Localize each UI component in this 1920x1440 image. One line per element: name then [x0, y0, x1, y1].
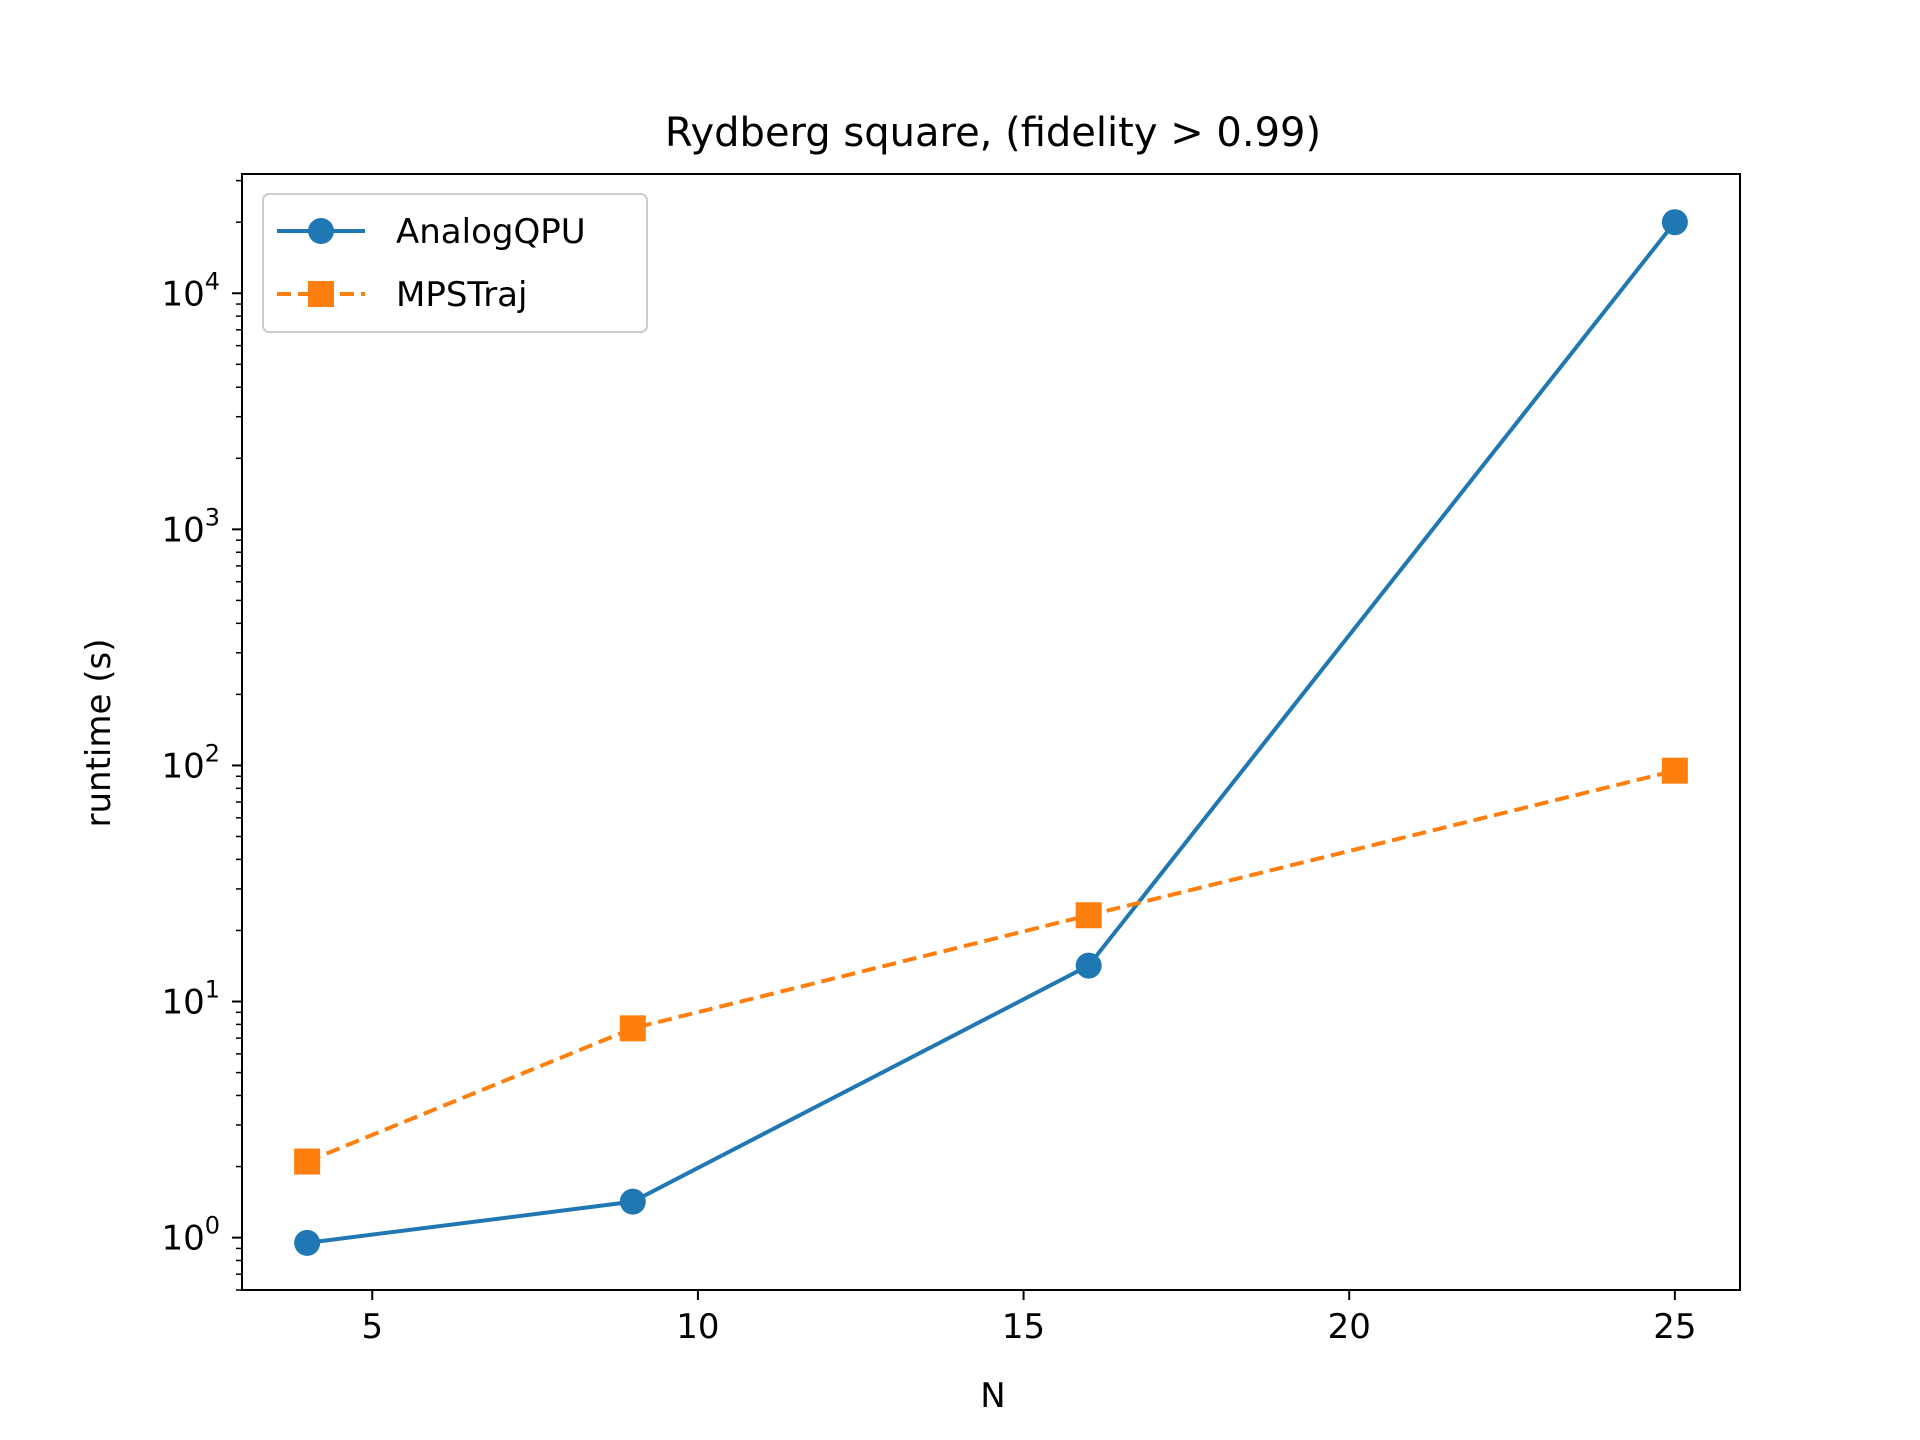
y-axis-label: runtime (s) — [79, 639, 119, 828]
y-tick-label-base: 10 — [161, 274, 204, 314]
data-point-marker — [1075, 902, 1102, 929]
x-tick-label: 15 — [1002, 1307, 1045, 1347]
x-tick-label: 20 — [1328, 1307, 1371, 1347]
series-mpstraj — [294, 757, 1688, 1175]
y-tick-label: 103 — [161, 503, 220, 550]
data-point-marker — [619, 1015, 646, 1042]
plot-area — [294, 209, 1688, 1256]
legend: AnalogQPU MPSTraj — [262, 193, 648, 333]
axes-frame — [241, 173, 1741, 1291]
x-tick-label: 25 — [1653, 1307, 1696, 1347]
legend-label: AnalogQPU — [396, 212, 586, 252]
data-point-marker — [294, 1148, 321, 1175]
y-tick-label-exponent: 1 — [205, 976, 220, 1004]
data-point-marker — [294, 1229, 321, 1256]
legend-marker — [308, 281, 334, 307]
y-tick-label-exponent: 0 — [205, 1212, 220, 1240]
x-axis-label: N — [980, 1376, 1005, 1416]
series-analogqpu — [294, 209, 1688, 1256]
data-point-marker — [619, 1188, 646, 1215]
series-line — [306, 220, 1677, 1245]
data-point-marker — [1661, 757, 1688, 784]
series-line — [306, 768, 1676, 1164]
chart-title: Rydberg square, (fidelity > 0.99) — [665, 110, 1321, 156]
y-tick-label-exponent: 3 — [205, 503, 220, 531]
legend-box — [262, 193, 648, 333]
y-tick-label: 104 — [161, 267, 220, 314]
x-tick-label: 10 — [676, 1307, 719, 1347]
legend-marker — [308, 218, 334, 244]
x-tick-label: 5 — [361, 1307, 383, 1347]
data-point-marker — [1661, 209, 1688, 236]
y-tick-label-exponent: 2 — [205, 739, 220, 767]
y-tick-label: 101 — [161, 976, 220, 1023]
y-tick-label-base: 10 — [161, 983, 204, 1023]
y-tick-label-base: 10 — [161, 746, 204, 786]
y-tick-label-exponent: 4 — [205, 267, 220, 295]
legend-label: MPSTraj — [396, 275, 527, 315]
y-tick-label-base: 10 — [161, 1219, 204, 1259]
y-tick-label-base: 10 — [161, 510, 204, 550]
y-tick-label: 102 — [161, 739, 220, 786]
y-tick-label: 100 — [161, 1212, 220, 1259]
data-point-marker — [1075, 952, 1102, 979]
